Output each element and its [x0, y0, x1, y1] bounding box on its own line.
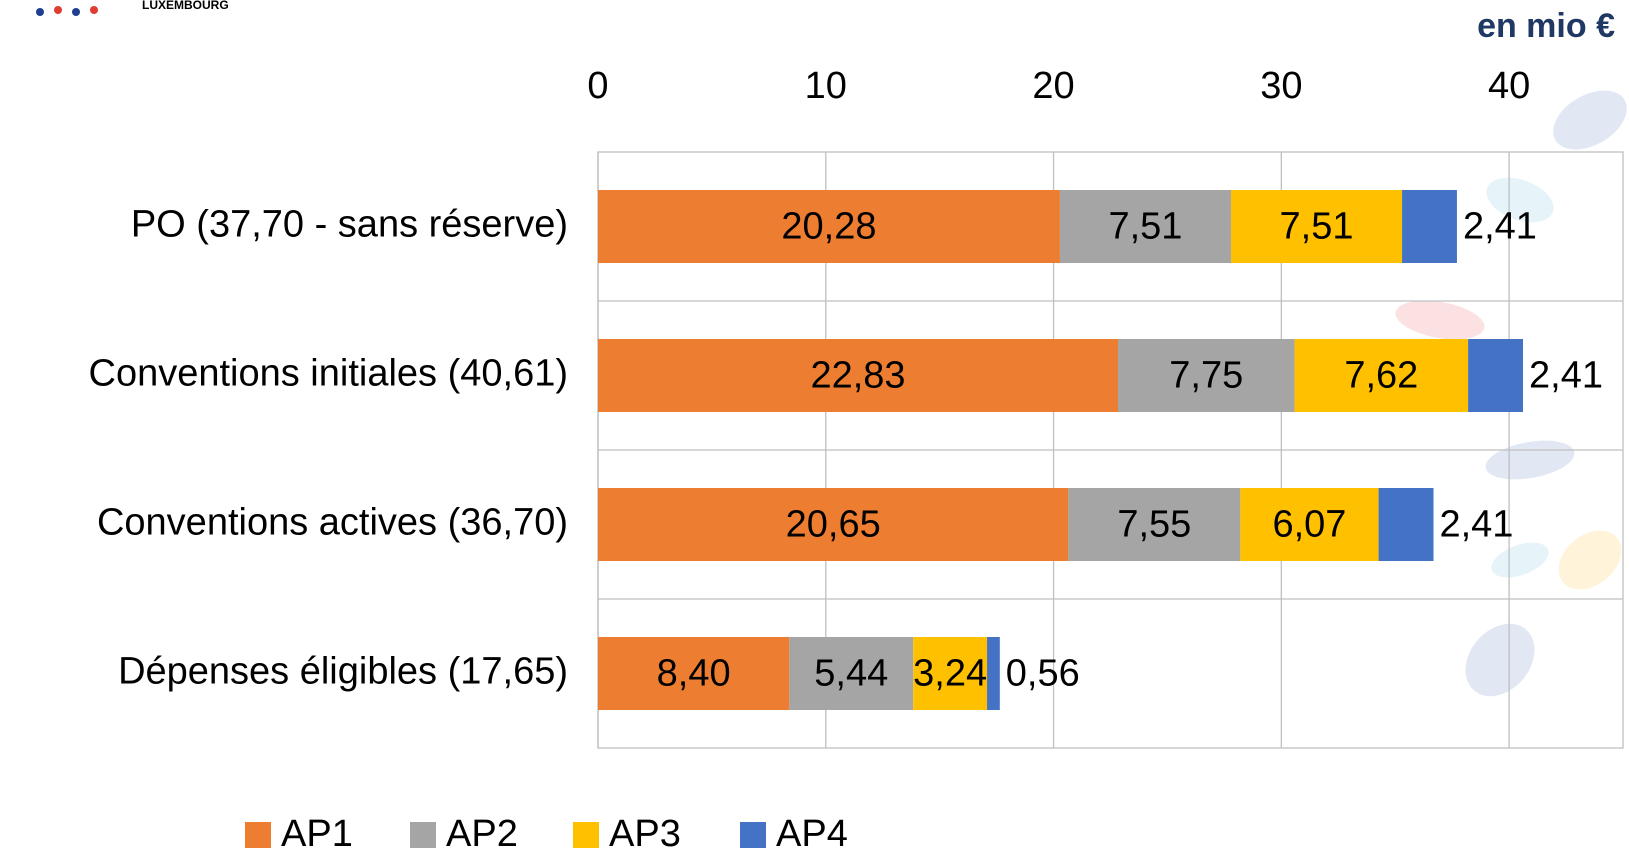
- bar-segment: [598, 339, 1119, 412]
- data-label: 22,83: [810, 355, 905, 397]
- legend-label: AP1: [281, 813, 353, 854]
- data-label: 5,44: [814, 653, 888, 695]
- legend-swatch: [410, 822, 436, 848]
- y-tick-label: Conventions initiales (40,61): [89, 353, 569, 395]
- bar-segment: [913, 637, 988, 710]
- data-label: 6,07: [1272, 504, 1346, 546]
- data-label: 7,51: [1280, 206, 1354, 248]
- legend-swatch: [573, 822, 599, 848]
- data-label: 2,41: [1529, 355, 1603, 397]
- legend-swatch: [740, 822, 766, 848]
- x-tick-label: 20: [1032, 65, 1074, 107]
- legend-label: AP2: [446, 813, 518, 854]
- bar-segment: [1468, 339, 1524, 412]
- unit-label: en mio €: [1477, 7, 1615, 45]
- bar-segment: [789, 637, 914, 710]
- x-tick-label: 10: [805, 65, 847, 107]
- data-label: 0,56: [1006, 653, 1080, 695]
- data-label: 20,65: [786, 504, 881, 546]
- bar-segment: [598, 488, 1069, 561]
- data-label: 20,28: [781, 206, 876, 248]
- legend-label: AP4: [776, 813, 848, 854]
- data-label: 7,55: [1117, 504, 1191, 546]
- legend-label: AP3: [609, 813, 681, 854]
- data-label: 7,51: [1108, 206, 1182, 248]
- bar-segment: [1294, 339, 1469, 412]
- data-label: 3,24: [913, 653, 987, 695]
- logo-text: LUXEMBOURG: [142, 0, 229, 12]
- x-tick-label: 40: [1488, 65, 1530, 107]
- y-tick-label: PO (37,70 - sans réserve): [131, 204, 568, 246]
- bar-segment: [1378, 488, 1434, 561]
- data-label: 7,75: [1169, 355, 1243, 397]
- bar-segment: [1240, 488, 1379, 561]
- bar-segment: [987, 637, 1000, 710]
- y-tick-label: Dépenses éligibles (17,65): [118, 651, 568, 693]
- data-label: 2,41: [1463, 206, 1537, 248]
- x-tick-label: 0: [587, 65, 608, 107]
- data-label: 2,41: [1439, 504, 1513, 546]
- bar-segment: [1230, 190, 1403, 263]
- bar-segment: [1059, 190, 1231, 263]
- data-label: 7,62: [1344, 355, 1418, 397]
- logo: LUXEMBOURG: [36, 0, 229, 16]
- bar-segment: [1402, 190, 1457, 263]
- bar-segment: [598, 637, 790, 710]
- x-tick-label: 30: [1260, 65, 1302, 107]
- bar-segment: [1068, 488, 1241, 561]
- bar-segment: [1118, 339, 1295, 412]
- y-tick-label: Conventions actives (36,70): [97, 502, 568, 544]
- data-label: 8,40: [657, 653, 731, 695]
- bar-segment: [598, 190, 1060, 263]
- legend-swatch: [245, 822, 271, 848]
